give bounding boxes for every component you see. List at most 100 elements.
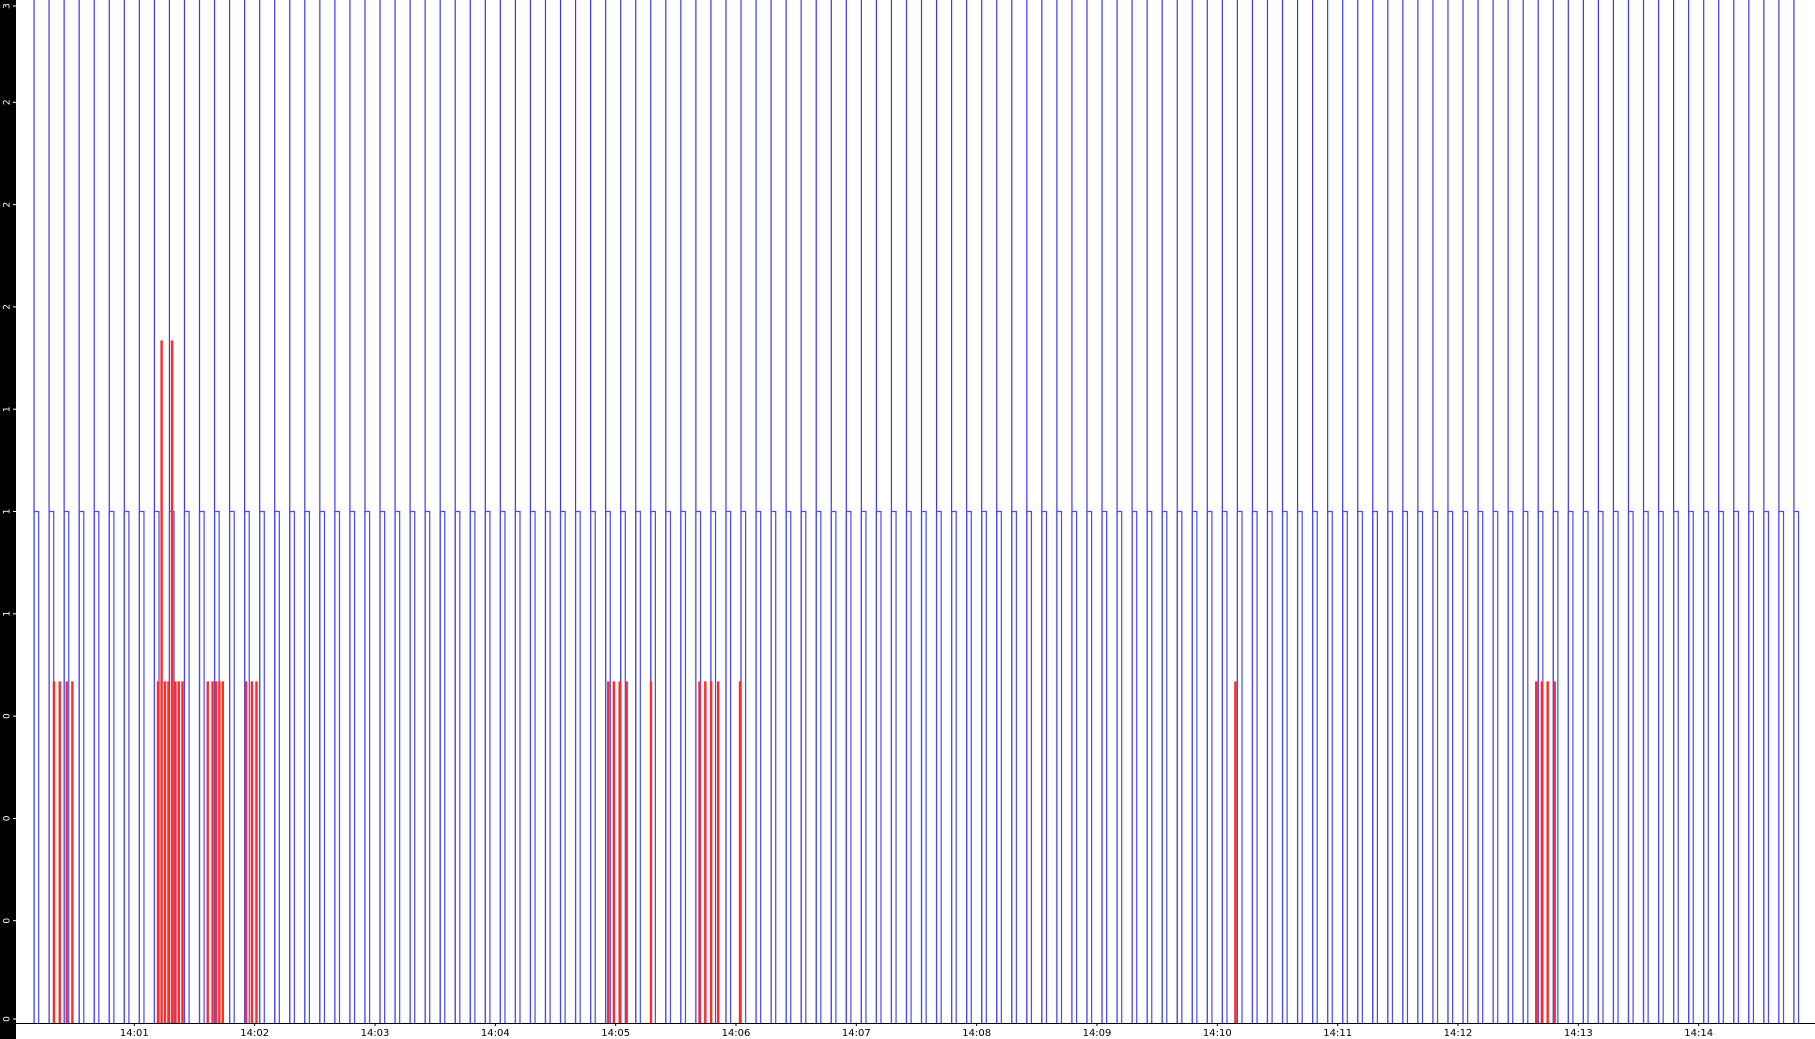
pulse bbox=[649, 681, 653, 1023]
pulse bbox=[1567, 510, 1574, 1023]
y-tick-label: 1 bbox=[3, 509, 13, 515]
pulse bbox=[1432, 510, 1439, 1023]
pulse bbox=[163, 681, 167, 1023]
x-tick-label: 14:09 bbox=[1083, 1028, 1112, 1039]
pulse bbox=[1553, 681, 1556, 1023]
y-tick-label: 1 bbox=[3, 406, 13, 412]
pulse bbox=[1778, 510, 1785, 1023]
pulse bbox=[334, 510, 341, 1023]
x-tick-label: 14:14 bbox=[1684, 1028, 1713, 1039]
pulse bbox=[935, 510, 942, 1023]
y-tick-label: 0 bbox=[3, 713, 13, 719]
pulse bbox=[890, 510, 897, 1023]
pulse bbox=[183, 510, 190, 1023]
pulse bbox=[1281, 510, 1288, 1023]
pulse bbox=[574, 510, 581, 1023]
pulse bbox=[860, 510, 867, 1023]
pulse bbox=[1327, 510, 1333, 1023]
pulse bbox=[454, 510, 461, 1023]
pulse bbox=[198, 510, 205, 1023]
pulse bbox=[1312, 510, 1318, 1023]
pulse bbox=[52, 681, 56, 1023]
pulse bbox=[1688, 510, 1694, 1023]
pulse bbox=[1342, 510, 1348, 1023]
pulse bbox=[394, 510, 401, 1023]
pulse bbox=[1540, 681, 1544, 1023]
pulse bbox=[589, 510, 596, 1023]
pulse bbox=[174, 681, 177, 1023]
pulse bbox=[1101, 510, 1108, 1023]
pulse bbox=[1221, 510, 1228, 1023]
pulse bbox=[1546, 681, 1549, 1023]
pulse bbox=[1673, 510, 1679, 1023]
pulse bbox=[1086, 510, 1093, 1023]
pulse bbox=[218, 681, 221, 1023]
pulse bbox=[1642, 510, 1649, 1023]
pulse bbox=[156, 681, 160, 1023]
pulse bbox=[800, 510, 807, 1023]
pulse bbox=[1492, 510, 1499, 1023]
pulse bbox=[1357, 510, 1363, 1023]
pulse bbox=[160, 340, 163, 1023]
pulse bbox=[78, 510, 85, 1023]
pulse bbox=[424, 510, 431, 1023]
pulse bbox=[1718, 510, 1724, 1023]
pulse bbox=[65, 681, 68, 1023]
pulse bbox=[319, 510, 326, 1023]
pulse bbox=[514, 510, 521, 1023]
pulse bbox=[1612, 510, 1619, 1023]
pulse bbox=[177, 681, 181, 1023]
pulse bbox=[1056, 510, 1063, 1023]
pulse bbox=[1597, 510, 1604, 1023]
y-tick-label: 2 bbox=[3, 304, 13, 310]
pulse bbox=[738, 681, 742, 1023]
pulse bbox=[755, 510, 762, 1023]
pulse bbox=[1748, 510, 1755, 1023]
y-tick-label: 1 bbox=[3, 611, 13, 617]
pulse bbox=[920, 510, 927, 1023]
pulse bbox=[244, 681, 248, 1023]
pulse bbox=[1176, 510, 1183, 1023]
y-tick-label: 2 bbox=[3, 202, 13, 208]
pulse bbox=[1733, 510, 1739, 1023]
pulse bbox=[1582, 510, 1589, 1023]
pulse bbox=[170, 340, 174, 1023]
x-tick-label: 14:08 bbox=[962, 1028, 991, 1039]
pulse bbox=[1026, 510, 1033, 1023]
pulse bbox=[529, 510, 536, 1023]
x-tick-label: 14:01 bbox=[120, 1028, 149, 1039]
pulse bbox=[620, 510, 626, 1023]
x-tick-label: 14:07 bbox=[842, 1028, 871, 1039]
pulse bbox=[259, 510, 265, 1023]
pulse bbox=[815, 510, 822, 1023]
pulse bbox=[349, 510, 356, 1023]
pulse bbox=[1763, 510, 1770, 1023]
pulse bbox=[1507, 510, 1514, 1023]
pulse bbox=[1071, 510, 1078, 1023]
pulse bbox=[1402, 510, 1409, 1023]
pulse bbox=[499, 510, 506, 1023]
pulse bbox=[1522, 510, 1529, 1023]
pulse bbox=[698, 681, 701, 1023]
pulse bbox=[830, 510, 837, 1023]
pulse bbox=[544, 510, 551, 1023]
pulse bbox=[612, 681, 616, 1023]
pulse bbox=[255, 681, 258, 1023]
pulse bbox=[607, 681, 610, 1023]
pulse bbox=[71, 681, 74, 1023]
pulse bbox=[1535, 681, 1538, 1023]
pulse bbox=[559, 510, 566, 1023]
pulse bbox=[228, 510, 235, 1023]
pulse bbox=[181, 681, 184, 1023]
pulse bbox=[409, 510, 416, 1023]
pulse bbox=[704, 681, 707, 1023]
pulse bbox=[206, 681, 209, 1023]
pulse bbox=[211, 681, 214, 1023]
pulse bbox=[770, 510, 777, 1023]
pulse bbox=[33, 510, 40, 1023]
pulse bbox=[304, 510, 311, 1023]
pulse bbox=[1447, 510, 1454, 1023]
y-tick-label: 0 bbox=[3, 815, 13, 821]
pulse bbox=[364, 510, 371, 1023]
